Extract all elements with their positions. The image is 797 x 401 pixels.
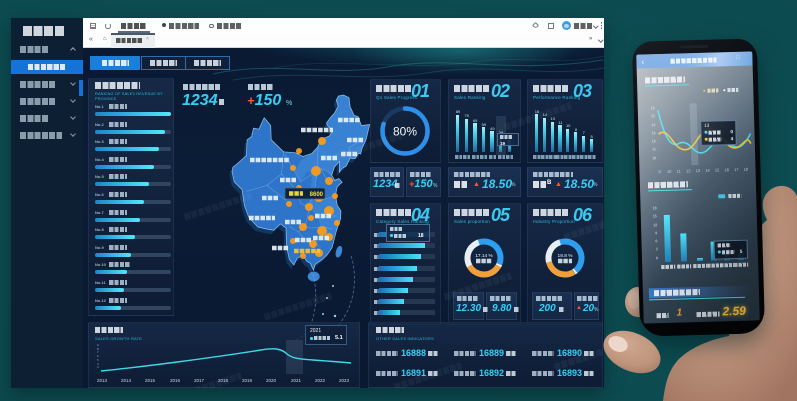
svg-text:15: 15: [715, 167, 720, 172]
svg-text:13: 13: [696, 168, 701, 173]
svg-text:16: 16: [724, 167, 729, 172]
svg-text:14: 14: [705, 168, 710, 173]
svg-text:12: 12: [686, 168, 691, 173]
svg-text:11: 11: [677, 168, 682, 173]
svg-text:17: 17: [734, 167, 739, 172]
svg-text:17.14 %: 17.14 %: [475, 253, 493, 259]
svg-text:9: 9: [658, 169, 661, 174]
svg-text:18: 18: [744, 167, 749, 172]
svg-text:10: 10: [667, 169, 672, 174]
svg-text:8600: 8600: [310, 192, 324, 198]
svg-text:18.8 %: 18.8 %: [558, 253, 574, 259]
svg-text:80%: 80%: [393, 125, 417, 139]
